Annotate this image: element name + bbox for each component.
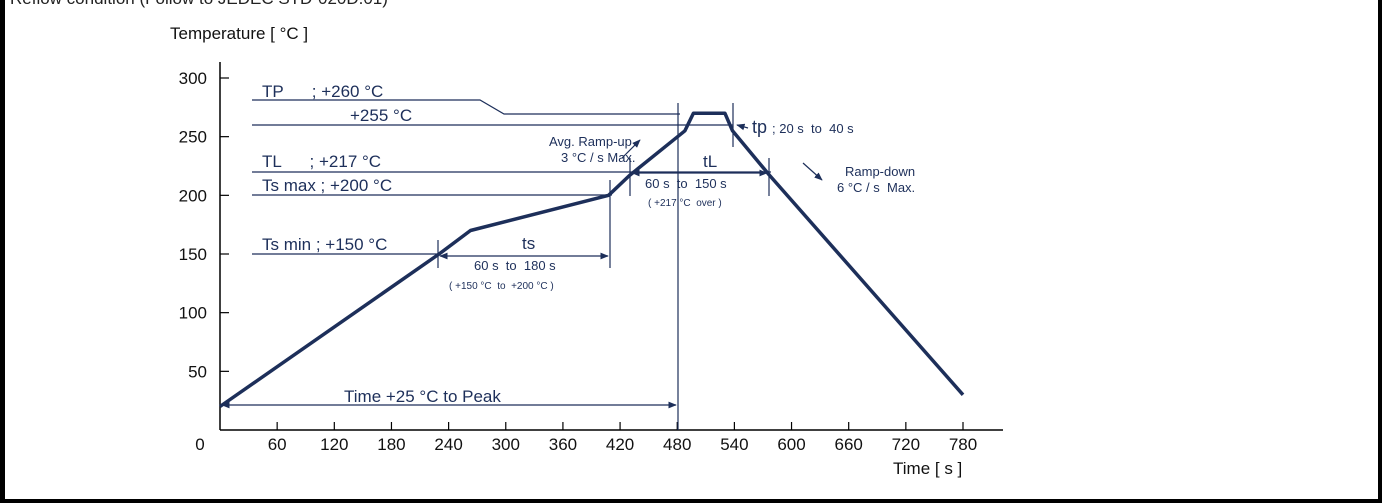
tl-label: TL ; +217 °C [262,152,381,171]
tp255-label: +255 °C [350,106,412,125]
y-tick-label: 250 [179,128,207,147]
ramp-up-label-2: 3 °C / s Max. [561,150,636,165]
x-ticks: 0 60 120 180 240 300 360 420 480 540 600 660 720 780 [195,422,977,454]
time-to-peak-label: Time +25 °C to Peak [344,387,501,406]
x-axis-title: Time [ s ] [893,459,962,478]
tl-note: ( +217 °C over ) [648,198,722,209]
tsmin-label: Ts min ; +150 °C [262,235,387,254]
y-tick-label: 300 [179,69,207,88]
y-tick-label: 200 [179,186,207,205]
x-tick-label: 720 [892,435,920,454]
x-tick-label: 660 [835,435,863,454]
x-tick-label: 180 [377,435,405,454]
x-tick-label: 0 [195,435,204,454]
y-tick-label: 50 [188,362,207,381]
x-tick-label: 420 [606,435,634,454]
x-tick-label: 240 [434,435,462,454]
x-tick-label: 600 [777,435,805,454]
tp-range: ; 20 s to 40 s [772,121,854,136]
ramp-down-arrow [802,162,823,181]
tp-symbol: tp [752,117,767,137]
ramp-up-label-1: Avg. Ramp-up [549,134,632,149]
reflow-profile-line [219,111,965,408]
y-tick-label: 150 [179,245,207,264]
y-axis-title: Temperature [ °C ] [170,24,308,43]
tp-guide-line [252,99,680,115]
cut-off-caption: Reflow condition (Follow to JEDEC STD-02… [10,0,388,9]
tsmax-label: Ts max ; +200 °C [262,176,392,195]
x-tick-label: 300 [492,435,520,454]
y-tick-label: 100 [179,304,207,323]
x-tick-label: 540 [720,435,748,454]
x-tick-label: 60 [268,435,287,454]
ramp-down-label-2: 6 °C / s Max. [837,180,915,195]
ts-range: 60 s to 180 s [474,258,556,273]
tp-pointer-arrow [736,123,749,131]
ramp-up-arrow [621,139,641,159]
tl-range: 60 s to 150 s [645,176,727,191]
ts-symbol: ts [522,234,535,253]
x-tick-label: 480 [663,435,691,454]
tp-label: TP ; +260 °C [262,82,383,101]
ts-note: ( +150 °C to +200 °C ) [449,281,554,292]
y-ticks: 50 100 150 200 250 300 [179,69,229,381]
x-tick-label: 780 [949,435,977,454]
x-tick-label: 360 [549,435,577,454]
x-tick-label: 120 [320,435,348,454]
tl-symbol: tL [703,152,717,171]
ramp-down-label-1: Ramp-down [845,164,915,179]
